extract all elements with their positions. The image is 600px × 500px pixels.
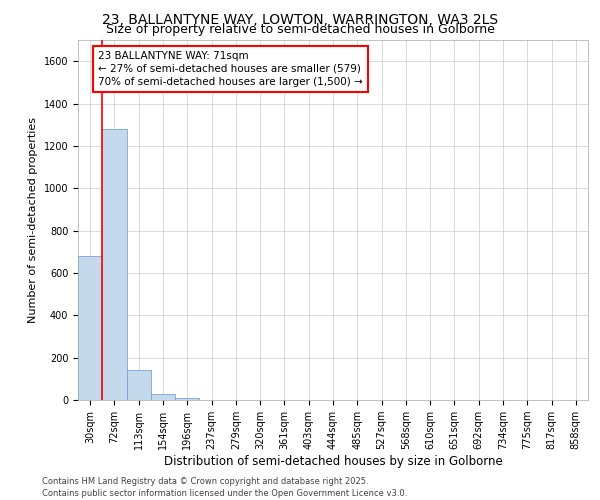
Text: Size of property relative to semi-detached houses in Golborne: Size of property relative to semi-detach… [106, 22, 494, 36]
X-axis label: Distribution of semi-detached houses by size in Golborne: Distribution of semi-detached houses by … [164, 455, 502, 468]
Bar [127, 370, 151, 400]
Bar [102, 129, 127, 400]
Bar [151, 394, 175, 400]
Bar [175, 398, 199, 400]
Y-axis label: Number of semi-detached properties: Number of semi-detached properties [28, 117, 38, 323]
Text: Contains HM Land Registry data © Crown copyright and database right 2025.
Contai: Contains HM Land Registry data © Crown c… [42, 476, 407, 498]
Text: 23, BALLANTYNE WAY, LOWTON, WARRINGTON, WA3 2LS: 23, BALLANTYNE WAY, LOWTON, WARRINGTON, … [102, 12, 498, 26]
Text: 23 BALLANTYNE WAY: 71sqm
← 27% of semi-detached houses are smaller (579)
70% of : 23 BALLANTYNE WAY: 71sqm ← 27% of semi-d… [98, 51, 363, 87]
Bar [78, 256, 102, 400]
